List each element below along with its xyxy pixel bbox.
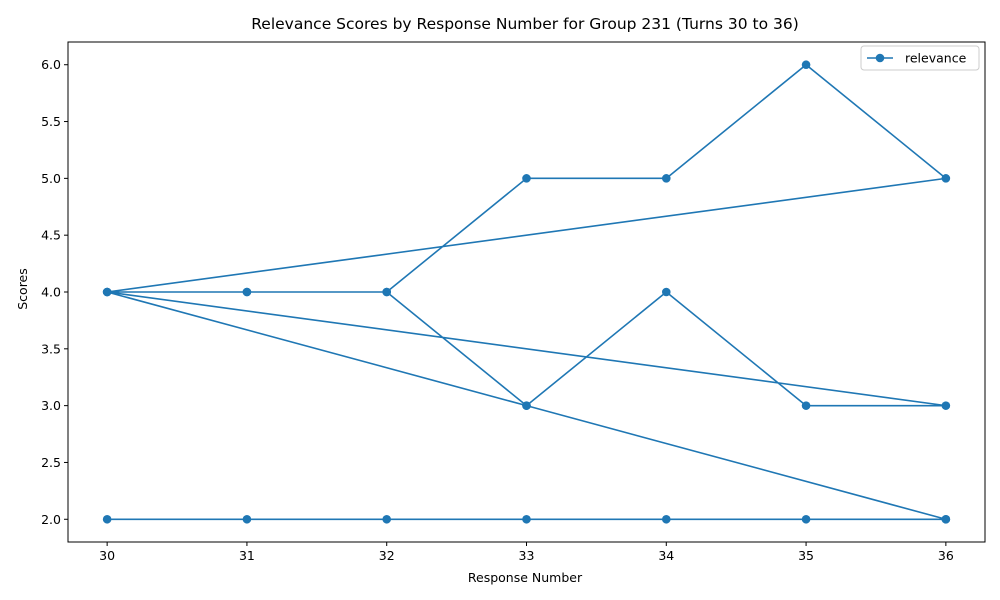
legend-label: relevance [905, 51, 967, 66]
axes: 30 31 32 33 34 35 36 2.0 2.5 3.0 3.5 4.0 4.5 5.0 5.5 6.… [41, 41, 986, 563]
x-tick-label: 32 [379, 548, 395, 563]
data-point [661, 287, 671, 297]
y-axis-label: Scores [15, 268, 30, 310]
legend-marker-swatch [875, 53, 885, 63]
x-tick-label: 33 [519, 548, 535, 563]
y-tick-label: 3.0 [41, 398, 61, 413]
data-point [102, 514, 112, 524]
plot-area [102, 60, 951, 524]
data-point [661, 514, 671, 524]
data-point [102, 287, 112, 297]
data-point [801, 401, 811, 410]
legend-box [860, 45, 980, 71]
y-tick-label: 4.5 [41, 228, 61, 243]
x-axis-label: Response Number [468, 570, 583, 585]
data-point [941, 401, 951, 410]
x-tick-label: 36 [938, 548, 954, 563]
legend: relevance [860, 45, 980, 71]
data-point [382, 514, 392, 524]
data-point [941, 174, 951, 183]
data-point [801, 514, 811, 524]
y-tick-label: 2.5 [41, 455, 61, 470]
data-point [242, 514, 252, 524]
chart-title: Relevance Scores by Response Number for … [251, 15, 799, 33]
y-tick-label: 5.5 [41, 114, 61, 129]
x-tick-label: 30 [99, 548, 115, 563]
x-tick-label: 35 [798, 548, 814, 563]
data-point [941, 514, 951, 524]
data-point [661, 174, 671, 183]
y-tick-label: 5.0 [41, 171, 61, 186]
data-point [522, 401, 531, 410]
data-point [242, 287, 252, 297]
series-line-relevance [106, 63, 947, 521]
data-point [801, 60, 811, 70]
y-tick-label: 6.0 [41, 57, 61, 72]
x-tick-label: 34 [658, 548, 674, 563]
data-point [382, 287, 392, 297]
y-tick-label: 2.0 [41, 512, 61, 527]
y-tick-label: 4.0 [41, 285, 61, 300]
x-tick-label: 31 [239, 548, 255, 563]
y-tick-label: 3.5 [41, 341, 61, 356]
data-point [522, 174, 531, 183]
data-point [522, 514, 531, 524]
